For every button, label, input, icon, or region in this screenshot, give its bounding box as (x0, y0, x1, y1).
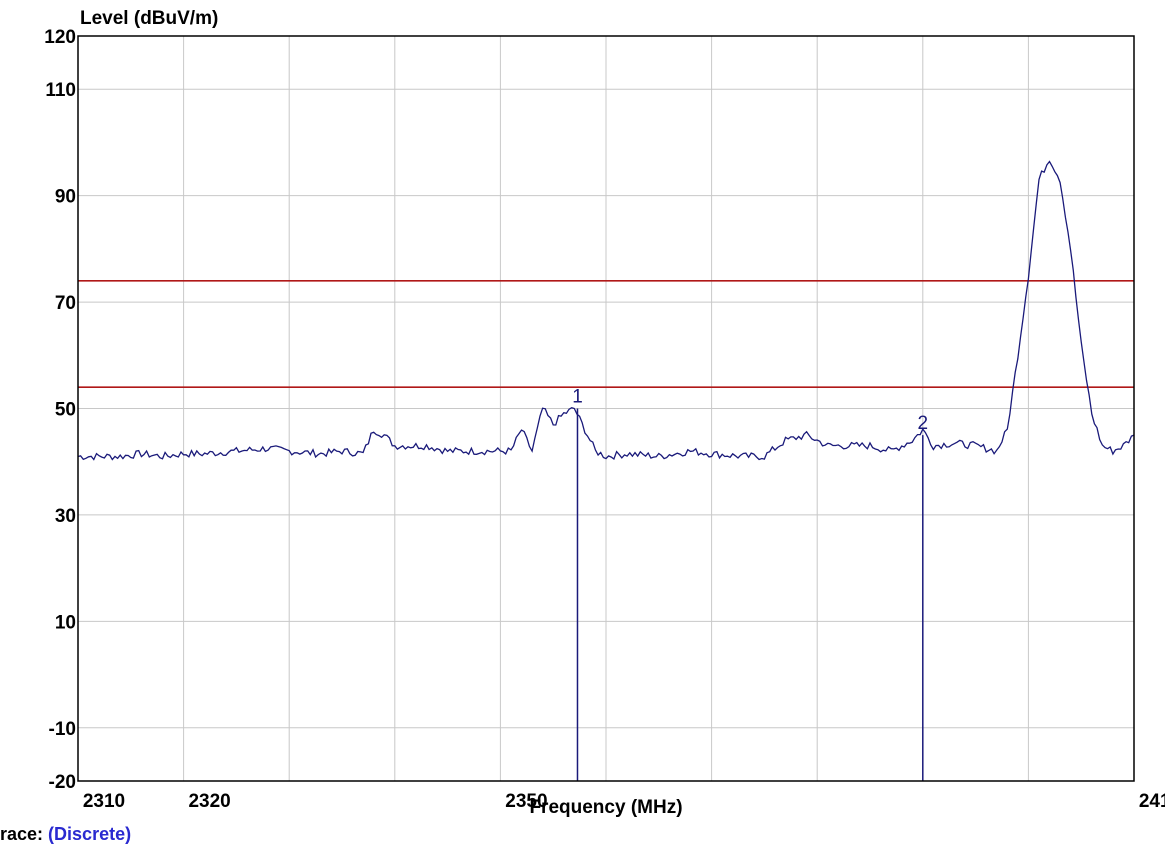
x-tick-label: 2410 (1139, 791, 1165, 812)
trace-mode-label: race: (Discrete) (0, 824, 131, 845)
grid (78, 36, 1134, 781)
x-axis-title: Frequency (MHz) (529, 797, 682, 818)
y-tick-label: 120 (44, 27, 76, 48)
y-tick-label: 50 (55, 400, 76, 421)
y-tick-label: 10 (55, 612, 76, 633)
trace (77, 160, 1135, 461)
trace-mode-text: race: (0, 824, 44, 844)
y-tick-label: 90 (55, 187, 76, 208)
y-tick-label: -10 (49, 719, 76, 740)
plot-frame (77, 35, 1135, 782)
y-tick-label: 110 (45, 80, 76, 101)
x-tick-label: 2320 (188, 791, 230, 812)
x-tick-label: 2350 (505, 791, 547, 812)
trace-line (77, 160, 1135, 461)
y-axis-title: Level (dBuV/m) (80, 8, 218, 29)
y-tick-label: 70 (55, 293, 76, 314)
marker-label: 1 (572, 387, 583, 408)
limit-lines (78, 279, 1134, 389)
y-tick-labels: 120 110 90 70 50 30 10 -10 -20 (44, 27, 76, 793)
marker-label: 2 (918, 413, 929, 434)
x-tick-label: 2310 (83, 791, 125, 812)
trace-mode-value[interactable]: (Discrete) (48, 824, 132, 844)
markers: 12 (572, 387, 929, 781)
x-tick-labels: 2310 2320 2350 2410 (83, 791, 1165, 812)
y-tick-label: 30 (55, 506, 76, 527)
y-tick-label: -20 (49, 772, 76, 793)
